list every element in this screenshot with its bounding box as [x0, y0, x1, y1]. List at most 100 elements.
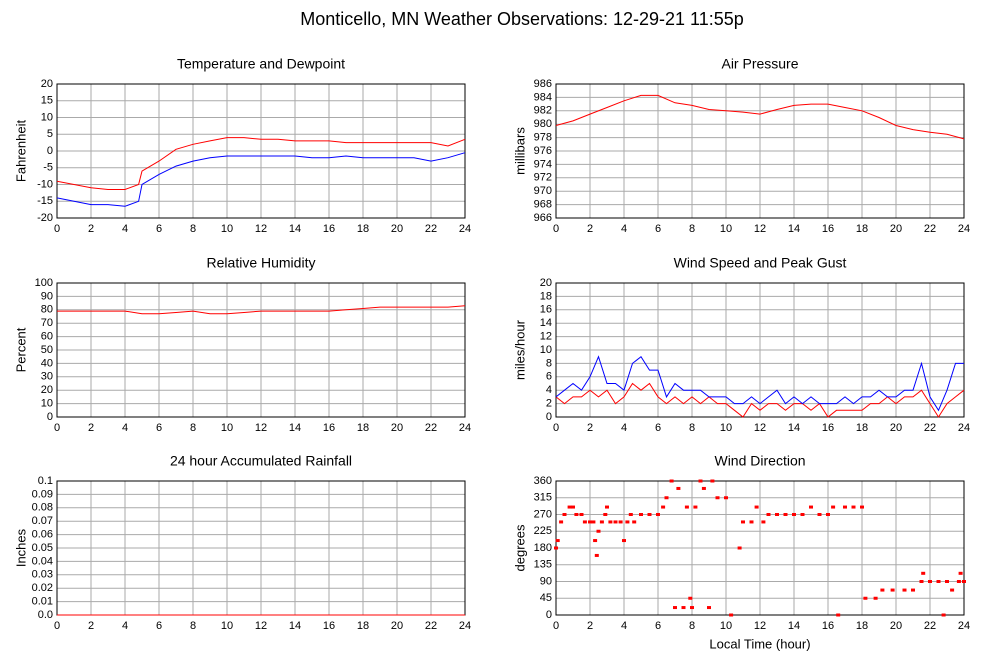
x-tick-label: 12: [754, 422, 766, 434]
y-tick-label: 5: [47, 128, 53, 140]
y-tick-label: 984: [534, 91, 552, 103]
y-tick-label: 0.09: [32, 488, 53, 500]
x-tick-label: 20: [890, 223, 902, 235]
x-tick-label: 14: [788, 422, 800, 434]
y-tick-label: 0.05: [32, 542, 53, 554]
x-tick-label: 4: [122, 422, 128, 434]
scatter-point: [962, 580, 966, 583]
scatter-point: [902, 588, 907, 592]
y-tick-label: 974: [534, 158, 552, 170]
x-tick-label: 24: [958, 223, 970, 235]
scatter-point: [639, 513, 643, 516]
scatter-point: [661, 505, 666, 509]
scatter-point: [809, 505, 813, 509]
x-tick-label: 24: [958, 620, 970, 632]
scatter-point: [559, 520, 564, 524]
scatter-point: [608, 520, 613, 524]
x-tick-label: 2: [587, 422, 593, 434]
y-tick-label: 100: [35, 277, 53, 289]
y-axis-label: Percent: [13, 327, 28, 372]
chart-title: Relative Humidity: [207, 255, 316, 271]
scatter-point: [851, 505, 856, 509]
plot-frame: [555, 83, 965, 219]
y-tick-label: 8: [546, 357, 552, 369]
y-tick-label: 270: [534, 508, 552, 520]
y-tick-label: 16: [540, 304, 552, 316]
scatter-point: [890, 588, 895, 592]
y-tick-label: 20: [41, 384, 53, 396]
y-axis-label: Fahrenheit: [13, 120, 28, 183]
y-tick-label: 12: [540, 331, 552, 343]
y-axis-label: miles/hour: [512, 319, 527, 380]
x-tick-label: 8: [190, 620, 196, 632]
x-tick-label: 16: [822, 422, 834, 434]
y-tick-label: 225: [534, 525, 552, 537]
x-tick-label: 20: [391, 422, 403, 434]
scatter-point: [836, 613, 841, 617]
x-tick-label: 0: [54, 223, 60, 235]
scatter-point: [936, 580, 941, 583]
x-tick-label: 20: [890, 422, 902, 434]
scatter-point: [555, 539, 560, 543]
scatter-point: [579, 513, 584, 516]
series-line: [56, 137, 466, 190]
scatter-point: [715, 496, 720, 500]
scatter-point: [625, 520, 630, 524]
scatter-point: [724, 496, 728, 500]
x-tick-label: 10: [720, 422, 732, 434]
y-tick-label: 80: [41, 304, 53, 316]
y-tick-label: 2: [546, 398, 552, 410]
x-tick-label: 6: [655, 223, 661, 235]
y-tick-label: 6: [546, 371, 552, 383]
x-tick-label: 10: [221, 223, 233, 235]
scatter-point: [921, 571, 926, 575]
series-line: [555, 355, 964, 412]
page-title: Monticello, MN Weather Observations: 12-…: [300, 9, 744, 29]
scatter-point: [618, 520, 623, 524]
scatter-point: [684, 505, 689, 509]
x-tick-label: 24: [459, 223, 471, 235]
scatter-point: [950, 588, 955, 592]
y-tick-label: 0.06: [32, 529, 53, 541]
scatter-point: [567, 505, 572, 509]
x-tick-label: 22: [924, 620, 936, 632]
scatter-point: [860, 505, 864, 509]
series-line: [555, 382, 965, 418]
x-tick-label: 2: [587, 223, 593, 235]
x-tick-label: 12: [255, 422, 267, 434]
x-tick-label: 6: [655, 422, 661, 434]
scatter-point: [669, 479, 674, 483]
x-tick-label: 18: [357, 422, 369, 434]
scatter-point: [741, 520, 745, 524]
y-tick-label: 10: [540, 344, 552, 356]
x-tick-label: 22: [924, 422, 936, 434]
scatter-point: [783, 513, 788, 516]
x-tick-label: 10: [720, 620, 732, 632]
y-tick-label: 978: [534, 132, 552, 144]
x-tick-label: 4: [621, 223, 627, 235]
x-tick-label: 14: [289, 422, 301, 434]
x-tick-label: 14: [289, 620, 301, 632]
x-tick-label: 10: [720, 223, 732, 235]
y-tick-label: 20: [41, 78, 53, 90]
y-tick-label: 976: [534, 145, 552, 157]
x-tick-label: 18: [357, 620, 369, 632]
x-tick-label: 2: [88, 223, 94, 235]
y-tick-label: 0.1: [38, 475, 53, 487]
y-axis-label: millibars: [512, 127, 527, 175]
y-tick-label: 18: [540, 290, 552, 302]
x-tick-label: 4: [122, 223, 128, 235]
x-tick-label: 12: [754, 223, 766, 235]
scatter-point: [826, 513, 830, 516]
scatter-point: [729, 613, 734, 617]
scatter-point: [956, 580, 961, 583]
scatter-point: [754, 505, 759, 509]
scatter-point: [628, 513, 633, 516]
scatter-point: [919, 580, 924, 583]
scatter-point: [749, 520, 754, 524]
x-tick-label: 0: [553, 620, 559, 632]
x-tick-label: 12: [255, 620, 267, 632]
y-tick-label: 970: [534, 185, 552, 197]
scatter-point: [574, 513, 579, 516]
y-tick-label: 20: [540, 277, 552, 289]
